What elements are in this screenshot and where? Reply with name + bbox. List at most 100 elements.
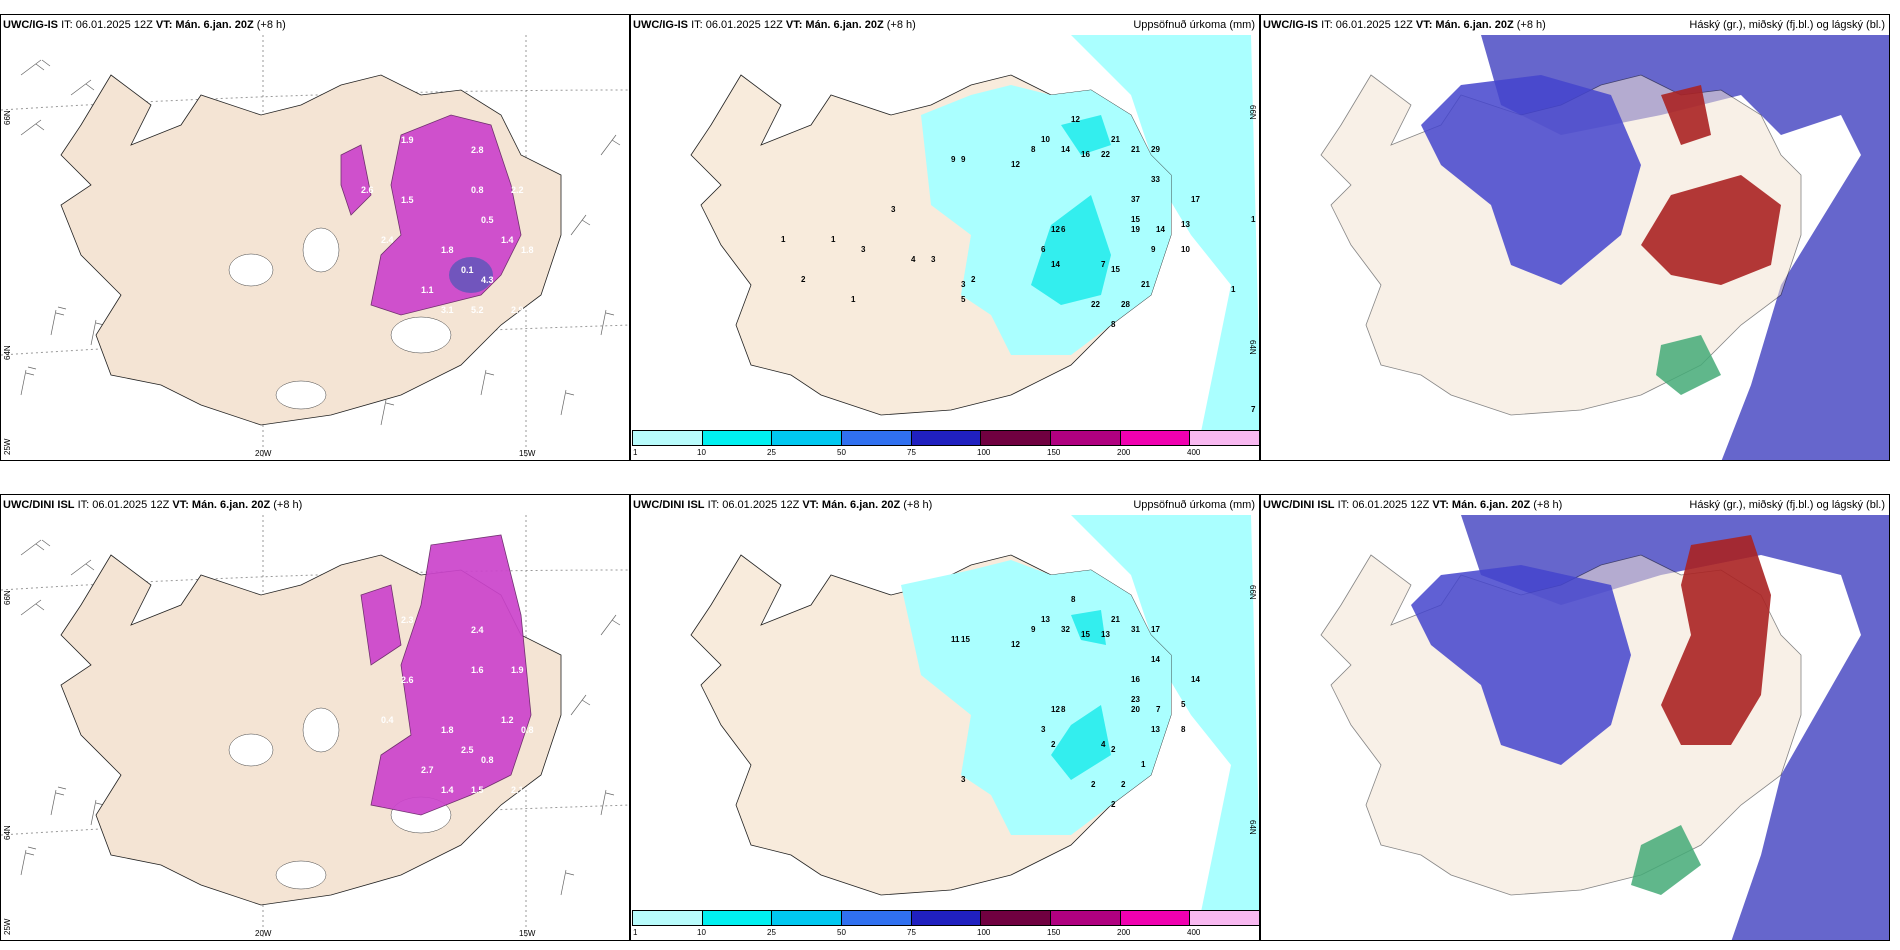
map-value-label: 3.1 <box>441 305 454 315</box>
valid-time: VT: Mán. 6.jan. 20Z <box>785 19 884 31</box>
panel-header: UWC/DINI ISL IT: 06.01.2025 12Z VT: Mán.… <box>631 495 1259 515</box>
map-value-label: 1.8 <box>521 245 534 255</box>
map-value-label: 2 <box>1111 745 1116 754</box>
colorbar-tick: 75 <box>907 928 916 937</box>
map-value-label: 6 <box>1041 245 1046 254</box>
lat-label-64: 64N <box>3 825 12 840</box>
map-value-label: 37 <box>1131 195 1140 204</box>
map-value-label: 4 <box>911 255 916 264</box>
valid-time: VT: Mán. 6.jan. 20Z <box>802 499 901 511</box>
colorbar-cell <box>981 911 1052 925</box>
map-value-label: 15 <box>1111 265 1120 274</box>
colorbar-cell <box>911 911 982 925</box>
colorbar-tick: 1 <box>633 928 638 937</box>
precip-map <box>690 35 1259 432</box>
map-value-label: 14 <box>1151 655 1160 664</box>
colorbar-tick: 150 <box>1047 928 1061 937</box>
map-value-label: 2 <box>971 275 976 284</box>
colorbar-cell <box>981 431 1052 445</box>
colorbar-tick: 10 <box>697 928 706 937</box>
colorbar-cell <box>772 431 843 445</box>
precip-map <box>690 515 1259 912</box>
map-value-label: 2.6 <box>401 675 414 685</box>
map-value-label: 2.7 <box>421 765 434 775</box>
map-value-label: 16 <box>1081 150 1090 159</box>
lon-label-15: 15W <box>519 929 536 938</box>
map-value-label: 13 <box>1041 615 1050 624</box>
map-value-label: 8 <box>1031 145 1036 154</box>
map-value-label: 12 <box>1071 115 1080 124</box>
cloud-title: Háský (gr.), miðský (fj.bl.) og lágský (… <box>1689 19 1885 31</box>
cloud-map <box>1320 515 1889 940</box>
lead-time: (+8 h) <box>1533 499 1563 511</box>
init-time: IT: 06.01.2025 12Z <box>77 499 170 511</box>
valid-time: VT: Mán. 6.jan. 20Z <box>1432 499 1531 511</box>
map-value-label: 16 <box>1131 675 1140 684</box>
map-value-label: 1.9 <box>511 665 524 675</box>
colorbar-cell <box>1051 911 1121 925</box>
colorbar-cell <box>633 431 703 445</box>
valid-time: VT: Mán. 6.jan. 20Z <box>1415 19 1514 31</box>
lon-label-25: 25W <box>3 918 12 935</box>
map-value-label: 31 <box>1131 625 1140 634</box>
lat-label-64: 64N <box>3 345 12 360</box>
map-value-label: 2.4 <box>381 235 394 245</box>
lead-time: (+8 h) <box>903 499 933 511</box>
map-value-label: 3 <box>1041 725 1046 734</box>
map-value-label: 3 <box>861 245 866 254</box>
map-value-label: 8 <box>1111 320 1116 329</box>
map-value-label: 1.9 <box>401 135 414 145</box>
colorbar-cell <box>842 431 912 445</box>
model-name: UWC/DINI ISL <box>3 499 75 511</box>
init-time: IT: 06.01.2025 12Z <box>1337 499 1430 511</box>
map-value-label: 2.3 <box>401 615 414 625</box>
map-value-label: 5 <box>961 295 966 304</box>
map-value-label: 17 <box>1151 625 1160 634</box>
colorbar-tick: 150 <box>1047 448 1061 457</box>
colorbar-cell <box>633 911 703 925</box>
map-value-label: 12 <box>1011 640 1020 649</box>
lead-time: (+8 h) <box>273 499 303 511</box>
map-value-label: 13 <box>1181 220 1190 229</box>
precip-panel-bottom: UWC/DINI ISL IT: 06.01.2025 12Z VT: Mán.… <box>630 494 1260 941</box>
map-value-label: 7 <box>1251 405 1256 414</box>
map-value-label: 15 <box>1081 630 1090 639</box>
map-value-label: 0.4 <box>381 715 394 725</box>
colorbar-cell <box>702 431 773 445</box>
colorbar-cell <box>911 431 982 445</box>
map-value-label: 7 <box>1156 705 1161 714</box>
map-value-label: 22 <box>1091 300 1100 309</box>
init-time: IT: 06.01.2025 12Z <box>61 19 153 31</box>
map-value-label: 1 <box>1251 215 1256 224</box>
map-value-label: 23 <box>1131 695 1140 704</box>
high-cloud <box>1461 515 1889 940</box>
map-value-label: 2.8 <box>471 145 484 155</box>
map-value-label: 8 <box>1061 705 1066 714</box>
low-cloud-1 <box>1661 535 1771 745</box>
map-value-label: 14 <box>1191 675 1200 684</box>
map-value-label: 2 <box>1051 740 1056 749</box>
map-value-label: 4.3 <box>481 275 494 285</box>
map-value-label: 5.2 <box>471 305 484 315</box>
map-value-label: 7 <box>1101 260 1106 269</box>
colorbar-tick: 50 <box>837 928 846 937</box>
lat-label-66: 66N <box>3 590 12 605</box>
low-cloud-green <box>1656 335 1721 395</box>
mid-cloud <box>1421 75 1641 285</box>
map-value-label: 15 <box>961 635 970 644</box>
cloud-map <box>1320 35 1889 460</box>
colorbar-tick: 50 <box>837 448 846 457</box>
map-value-label: 0.8 <box>481 755 494 765</box>
map-value-label: 15 <box>1131 215 1140 224</box>
map-value-label: 1.4 <box>441 785 454 795</box>
map-value-label: 4 <box>1101 740 1106 749</box>
map-value-label: 21 <box>1131 145 1140 154</box>
panel-header: UWC/DINI ISL IT: 06.01.2025 12Z VT: Mán.… <box>1261 495 1889 515</box>
lat-label-right-64: 64N <box>1248 340 1257 355</box>
map-value-label: 14 <box>1061 145 1070 154</box>
colorbar-cell <box>1190 911 1259 925</box>
model-name: UWC/DINI ISL <box>633 499 705 511</box>
map-value-label: 3 <box>961 280 966 289</box>
wind-map <box>1 515 629 940</box>
map-value-label: 1.4 <box>501 235 514 245</box>
